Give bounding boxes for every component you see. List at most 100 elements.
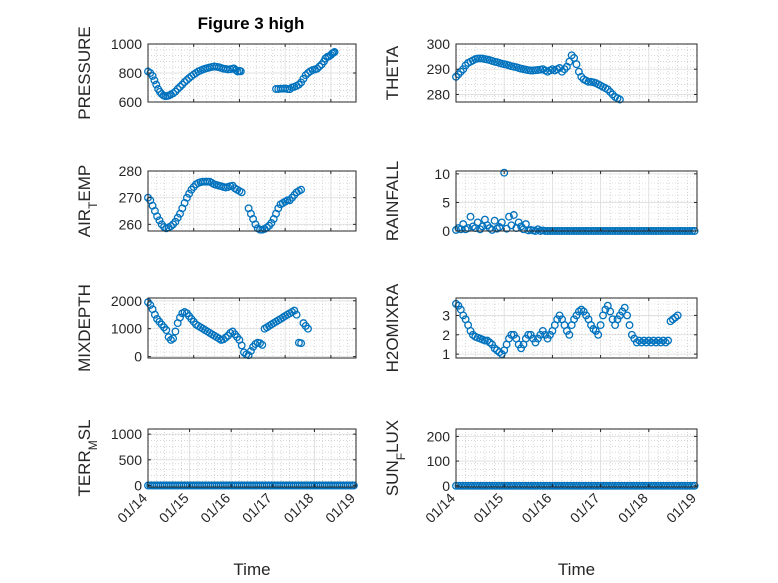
data-point (529, 481, 538, 490)
data-point (507, 481, 516, 490)
data-point (301, 71, 310, 80)
data-point (652, 481, 660, 490)
data-point (297, 185, 306, 194)
data-point (497, 218, 506, 227)
x-tick-label: 01/18 (280, 490, 316, 526)
data-point (678, 481, 687, 490)
x-tick-label: 01/15 (470, 490, 506, 526)
y-axis-label: TERRMSL (75, 419, 100, 496)
data-point (562, 326, 571, 335)
data-point (531, 338, 540, 347)
data-point (478, 222, 487, 231)
series-theta (452, 51, 624, 104)
data-point (473, 218, 482, 227)
plot-area (148, 298, 356, 358)
data-point (560, 65, 569, 74)
axes-frame (455, 297, 698, 359)
data-point (182, 76, 191, 84)
data-point (613, 315, 622, 324)
y-axis-label: AIRTEMP (75, 165, 100, 238)
data-point (461, 481, 470, 490)
x-tick-label: 01/17 (567, 490, 603, 526)
data-point (509, 481, 518, 490)
data-point (591, 326, 600, 335)
data-point (533, 481, 542, 490)
data-point (531, 481, 540, 490)
y-axis-label: H2OMIXRA (383, 283, 402, 372)
axes-terr_msl: 0 500 1000 01/14 01/15 01/16 01/17 01/18 01/19 TE… (75, 419, 358, 579)
y-axis-label: THETA (383, 45, 402, 100)
y-tick-label: 1000 (111, 321, 142, 337)
x-tick-label: 01/19 (322, 490, 358, 526)
data-point (538, 326, 547, 335)
data-point (292, 310, 301, 319)
data-point (150, 310, 159, 319)
series-mixdepth (144, 298, 312, 360)
x-axis-label: Time (558, 560, 595, 579)
y-tick-label: 300 (427, 36, 451, 52)
data-point (565, 330, 574, 339)
data-point (258, 340, 267, 349)
data-point (505, 481, 513, 490)
data-point (313, 64, 322, 73)
data-point (244, 351, 253, 360)
data-point (349, 481, 358, 490)
y-tick-label: 1000 (111, 36, 142, 52)
data-point (480, 336, 489, 345)
data-point (146, 301, 155, 309)
data-point (153, 212, 162, 221)
x-tick-label: 01/19 (663, 490, 699, 526)
data-point (150, 76, 159, 85)
data-point (176, 82, 184, 91)
data-point (524, 330, 533, 339)
y-tick-label: 600 (119, 94, 143, 110)
data-point (330, 48, 339, 56)
data-point (579, 307, 588, 316)
y-tick-label: 280 (427, 86, 451, 102)
data-point (584, 481, 593, 490)
data-point (507, 330, 516, 339)
x-axis-label: Time (233, 560, 270, 579)
data-point (304, 324, 312, 333)
data-point (237, 188, 246, 197)
data-point (315, 62, 324, 71)
axes-frame (147, 297, 357, 359)
data-point (558, 67, 566, 76)
data-point (596, 321, 605, 330)
axes-frame (147, 170, 357, 232)
data-point (671, 313, 680, 322)
data-point (630, 334, 639, 343)
y-tick-label: 290 (427, 61, 451, 77)
data-point (579, 481, 588, 490)
y-axis-label: SUNFLUX (383, 420, 408, 496)
data-point (256, 225, 264, 234)
data-point (553, 481, 562, 490)
x-tick-label: 01/14 (114, 490, 150, 526)
data-point (182, 193, 191, 202)
data-point (676, 481, 685, 490)
data-point (509, 211, 518, 219)
series-h2omixra (452, 299, 682, 359)
data-point (673, 481, 682, 490)
data-point (171, 217, 180, 226)
y-tick-label: 1000 (111, 426, 142, 442)
data-point (546, 330, 554, 339)
data-point (630, 481, 639, 490)
data-point (608, 481, 617, 490)
y-tick-label: 10 (434, 166, 450, 182)
y-axis-label: MIXDEPTH (75, 284, 94, 372)
data-point (673, 311, 682, 320)
data-point (623, 311, 632, 320)
data-point (553, 315, 562, 324)
data-point (459, 311, 468, 320)
y-tick-label: 2 (442, 327, 450, 343)
y-tick-label: 5 (442, 194, 450, 210)
axes-rainfall: 0 5 10 RAINFALL (383, 161, 699, 241)
y-tick-label: 0 (442, 223, 450, 239)
data-point (176, 313, 184, 322)
axes-frame (455, 170, 698, 232)
plot-area (148, 171, 356, 231)
y-axis-label: RAINFALL (383, 161, 402, 241)
data-point (173, 213, 182, 222)
